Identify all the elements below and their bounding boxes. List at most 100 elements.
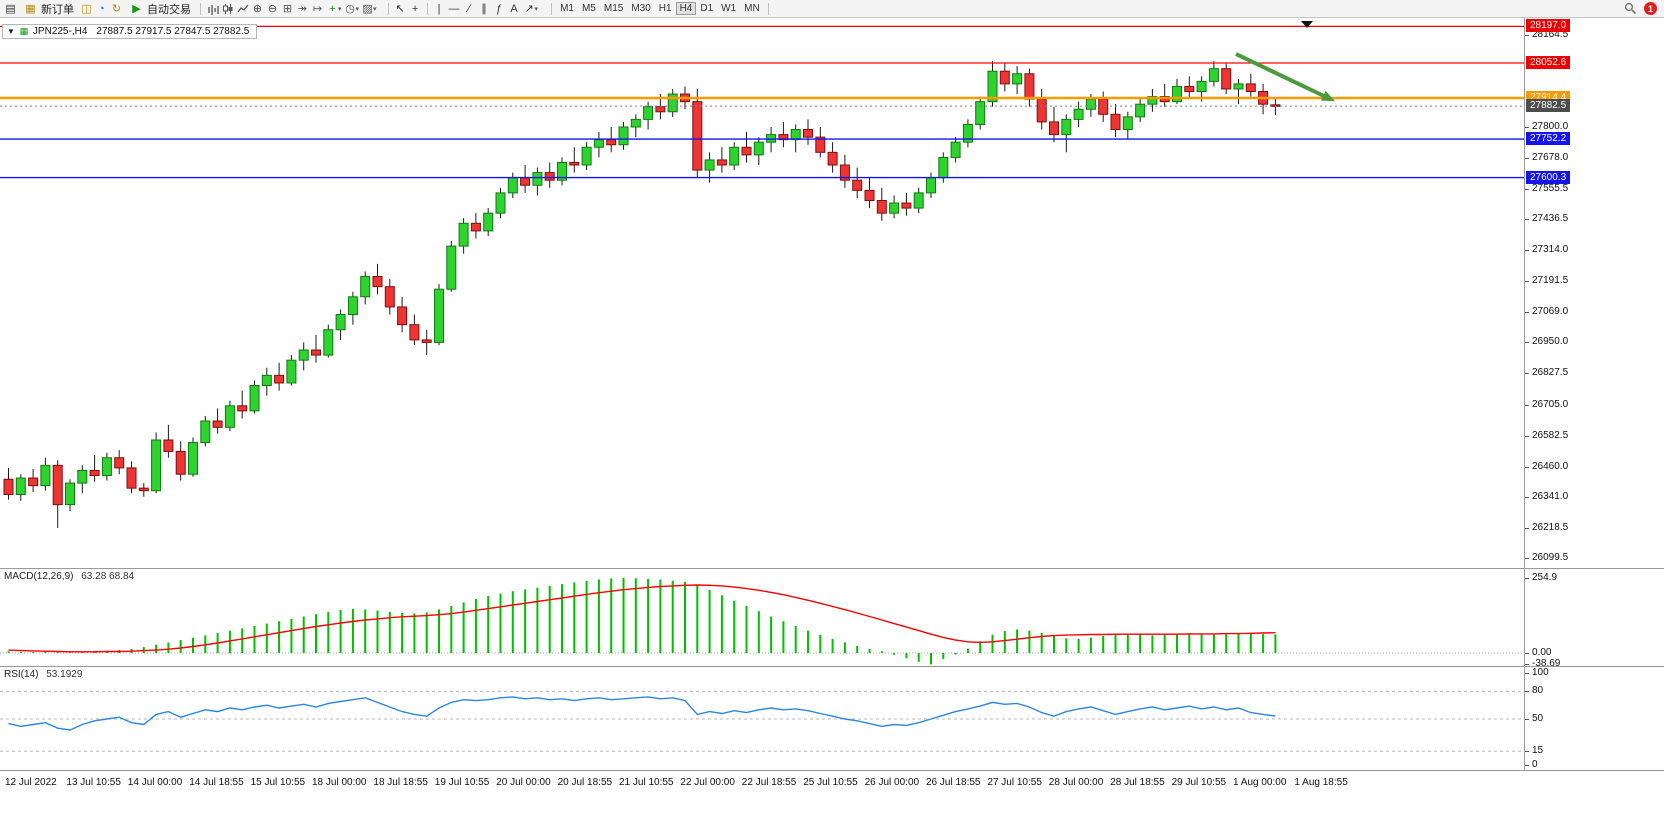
search-icon[interactable] xyxy=(1623,1,1638,16)
channel-tool-icon[interactable]: ∥ xyxy=(481,3,487,15)
axis-tick xyxy=(1525,188,1529,190)
toolbar-separator xyxy=(767,2,769,15)
price-axis-label: 50 xyxy=(1532,713,1544,724)
price-axis-label: 26827.5 xyxy=(1532,367,1569,379)
axis-tick xyxy=(1525,219,1529,221)
trend-arrow-head[interactable] xyxy=(1320,90,1336,102)
cursor-tool-icon[interactable]: ↖ xyxy=(395,3,405,15)
candles-layer xyxy=(3,61,1281,528)
trend-arrow[interactable] xyxy=(1235,52,1327,99)
bar-chart-mode-icon[interactable] xyxy=(205,1,220,16)
chart-icon: ▦ xyxy=(19,26,29,36)
axis-tick xyxy=(1525,466,1529,468)
market-watch-icon[interactable]: ◫ xyxy=(81,3,92,15)
time-axis-label: 21 Jul 10:55 xyxy=(619,777,674,788)
rsi-value: 53.1929 xyxy=(46,669,83,680)
main-chart-canvas[interactable] xyxy=(0,18,1524,568)
timeframe-h4[interactable]: H4 xyxy=(675,2,697,15)
axis-tick xyxy=(1525,719,1529,720)
price-axis-label: 27314.0 xyxy=(1532,244,1569,256)
timeframe-m15[interactable]: M15 xyxy=(603,3,624,14)
indicators-caret-icon[interactable]: ▾ xyxy=(338,5,342,13)
macd-label: MACD(12,26,9) 63.28 68.84 xyxy=(4,571,134,582)
axis-tick xyxy=(1525,404,1529,406)
refresh-icon[interactable]: ↻ xyxy=(111,3,122,15)
new-order-button[interactable]: ▦ 新订单 xyxy=(18,1,79,16)
timeframe-h1[interactable]: H1 xyxy=(658,3,672,14)
timeframe-mn[interactable]: MN xyxy=(744,3,760,14)
time-axis-label: 1 Aug 00:00 xyxy=(1233,777,1287,788)
price-axis-label: 26460.0 xyxy=(1532,460,1569,472)
templates-icon[interactable]: ▨ xyxy=(362,3,373,15)
price-axis-label: 26705.0 xyxy=(1532,398,1569,410)
profiles-icon[interactable]: ◔ xyxy=(98,2,105,15)
auto-scroll-icon[interactable]: ↠ xyxy=(297,3,308,15)
menu-icon[interactable]: ▤ xyxy=(5,3,16,15)
templates-caret-icon[interactable]: ▾ xyxy=(373,5,377,13)
fibonacci-tool-icon[interactable]: ƒ xyxy=(495,2,503,15)
price-axis-label: 26099.5 xyxy=(1532,551,1569,563)
axis-tick xyxy=(1525,435,1529,437)
vertical-line-tool-icon[interactable]: | xyxy=(437,2,441,15)
price-line-label: 27600.3 xyxy=(1526,170,1571,184)
price-axis-label: 27678.0 xyxy=(1532,151,1569,163)
trendline-tool-icon[interactable]: ∕ xyxy=(468,2,470,15)
crosshair-tool-icon[interactable]: + xyxy=(411,2,419,15)
time-axis-label: 28 Jul 00:00 xyxy=(1048,777,1104,788)
macd-values: 63.28 68.84 xyxy=(81,571,135,582)
notification-badge[interactable]: 1 xyxy=(1644,2,1657,15)
arrows-tool-icon[interactable]: ↗ xyxy=(524,3,534,15)
one-click-trading-toggle-icon[interactable]: ▼ xyxy=(7,27,15,36)
axis-tick xyxy=(1525,673,1529,674)
price-axis-label: 26950.0 xyxy=(1532,336,1569,348)
axis-tick xyxy=(1525,557,1529,559)
zoom-out-icon[interactable]: ⊖ xyxy=(267,3,278,15)
axis-tick xyxy=(1525,527,1529,529)
periods-caret-icon[interactable]: ▾ xyxy=(355,5,360,13)
price-axis-label: 28164.5 xyxy=(1532,28,1569,40)
macd-signal-line xyxy=(8,584,1276,653)
time-axis-label: 14 Jul 18:55 xyxy=(189,777,244,788)
time-axis-label: 28 Jul 18:55 xyxy=(1110,777,1165,788)
panel-separator[interactable] xyxy=(0,666,1664,667)
auto-trading-label: 自动交易 xyxy=(147,3,191,16)
periods-icon[interactable]: ◷ xyxy=(345,3,355,15)
chart-ohlc-values: 27887.5 27917.5 27847.5 27882.5 xyxy=(96,26,250,37)
chart-shift-icon[interactable]: ↦ xyxy=(312,3,323,15)
axis-tick xyxy=(1525,157,1529,159)
macd-histogram xyxy=(7,577,1277,665)
time-axis-label: 29 Jul 10:55 xyxy=(1171,777,1227,788)
rsi-name: RSI(14) xyxy=(4,669,39,680)
auto-trading-button[interactable]: ▶ 自动交易 xyxy=(124,1,196,16)
timeframe-m1[interactable]: M1 xyxy=(560,3,574,14)
panel-separator[interactable] xyxy=(0,568,1664,569)
zoom-in-icon[interactable]: ⊕ xyxy=(252,3,263,15)
timeframe-w1[interactable]: W1 xyxy=(721,3,737,14)
time-axis-label: 18 Jul 00:00 xyxy=(312,777,367,788)
timeframe-m5[interactable]: M5 xyxy=(581,3,596,14)
timeframe-m30[interactable]: M30 xyxy=(631,3,651,14)
macd-panel-canvas[interactable] xyxy=(0,569,1524,666)
axis-tick xyxy=(1525,342,1529,344)
indicators-icon[interactable]: + xyxy=(329,2,336,15)
axis-tick xyxy=(1525,250,1529,252)
timeframe-d1[interactable]: D1 xyxy=(700,3,714,14)
arrows-caret-icon[interactable]: ▾ xyxy=(534,5,539,13)
price-axis[interactable]: 28164.5 27800.0 27678.0 27555.5 27436.5 27314… xyxy=(1525,18,1664,770)
toolbar-separator xyxy=(426,2,428,15)
toolbar-separator xyxy=(551,2,553,15)
text-tool-icon[interactable]: A xyxy=(510,2,518,15)
time-axis[interactable]: 12 Jul 2022 13 Jul 10:55 14 Jul 00:00 14 Ju… xyxy=(0,771,1664,795)
candlestick-mode-icon[interactable] xyxy=(220,1,235,16)
rsi-line xyxy=(8,696,1276,731)
tile-windows-icon[interactable]: ⊞ xyxy=(282,3,293,15)
rsi-panel-canvas[interactable] xyxy=(0,667,1524,770)
axis-tick xyxy=(1525,126,1529,128)
chart-window: ▼ ▦ JPN225-,H4 27887.5 27917.5 27847.5 2… xyxy=(0,18,1664,798)
horizontal-line-tool-icon[interactable]: — xyxy=(448,2,460,15)
line-chart-mode-icon[interactable] xyxy=(235,1,250,16)
time-axis-label: 27 Jul 10:55 xyxy=(987,777,1042,788)
object-marker[interactable] xyxy=(1301,21,1313,28)
macd-name: MACD(12,26,9) xyxy=(4,571,74,582)
